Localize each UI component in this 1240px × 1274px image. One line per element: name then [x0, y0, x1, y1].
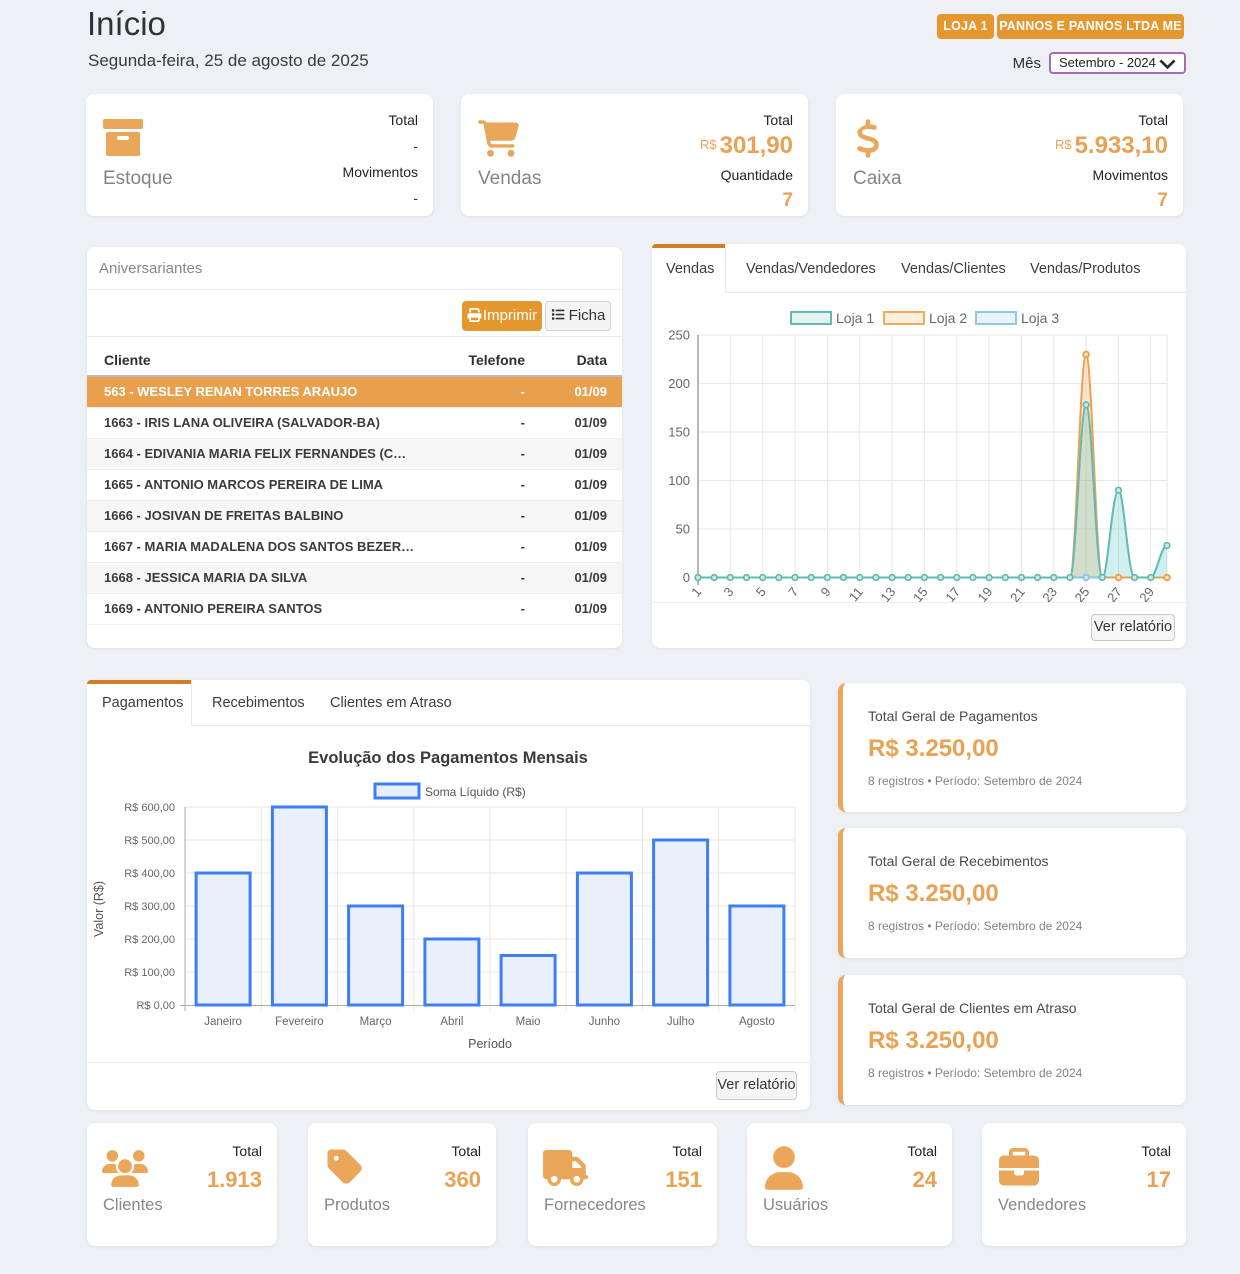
svg-text:Maio: Maio: [516, 1016, 541, 1028]
svg-text:Março: Março: [360, 1016, 392, 1028]
svg-text:Período: Período: [468, 1037, 512, 1051]
svg-text:R$ 500,00: R$ 500,00: [124, 835, 175, 847]
svg-text:1: 1: [688, 584, 704, 599]
svg-text:Evolução dos Pagamentos Mensai: Evolução dos Pagamentos Mensais: [308, 749, 588, 767]
svg-text:R$ 400,00: R$ 400,00: [124, 868, 175, 880]
svg-text:50: 50: [676, 522, 690, 537]
svg-text:R$ 600,00: R$ 600,00: [124, 802, 175, 814]
svg-text:9: 9: [818, 584, 834, 599]
svg-text:15: 15: [910, 584, 931, 602]
svg-text:25: 25: [1072, 584, 1093, 602]
svg-text:Julho: Julho: [667, 1016, 695, 1028]
svg-text:Junho: Junho: [589, 1016, 620, 1028]
svg-text:200: 200: [668, 376, 690, 391]
svg-text:Loja 2: Loja 2: [929, 310, 967, 326]
svg-text:250: 250: [668, 328, 690, 343]
svg-text:11: 11: [846, 584, 866, 602]
svg-text:Soma Líquido (R$): Soma Líquido (R$): [425, 785, 526, 799]
svg-text:150: 150: [668, 425, 690, 440]
svg-text:13: 13: [878, 584, 899, 602]
svg-text:Agosto: Agosto: [739, 1016, 775, 1028]
svg-text:Loja 3: Loja 3: [1021, 310, 1059, 326]
svg-text:0: 0: [683, 570, 690, 585]
svg-text:R$ 100,00: R$ 100,00: [124, 967, 175, 979]
svg-text:Janeiro: Janeiro: [204, 1016, 242, 1028]
svg-text:17: 17: [942, 584, 963, 602]
svg-text:7: 7: [785, 584, 801, 599]
svg-text:R$ 200,00: R$ 200,00: [124, 934, 175, 946]
svg-text:Abril: Abril: [440, 1016, 463, 1028]
svg-text:Valor (R$): Valor (R$): [92, 881, 106, 937]
svg-text:27: 27: [1104, 584, 1125, 602]
svg-text:R$ 0,00: R$ 0,00: [136, 1000, 175, 1012]
svg-text:Loja 1: Loja 1: [836, 310, 874, 326]
svg-text:100: 100: [668, 473, 690, 488]
svg-text:19: 19: [975, 584, 996, 602]
svg-text:21: 21: [1007, 584, 1028, 602]
svg-text:R$ 300,00: R$ 300,00: [124, 901, 175, 913]
svg-text:Fevereiro: Fevereiro: [275, 1016, 324, 1028]
svg-text:5: 5: [753, 584, 769, 599]
svg-text:23: 23: [1039, 584, 1060, 602]
svg-text:29: 29: [1136, 584, 1157, 602]
svg-text:3: 3: [720, 584, 736, 599]
